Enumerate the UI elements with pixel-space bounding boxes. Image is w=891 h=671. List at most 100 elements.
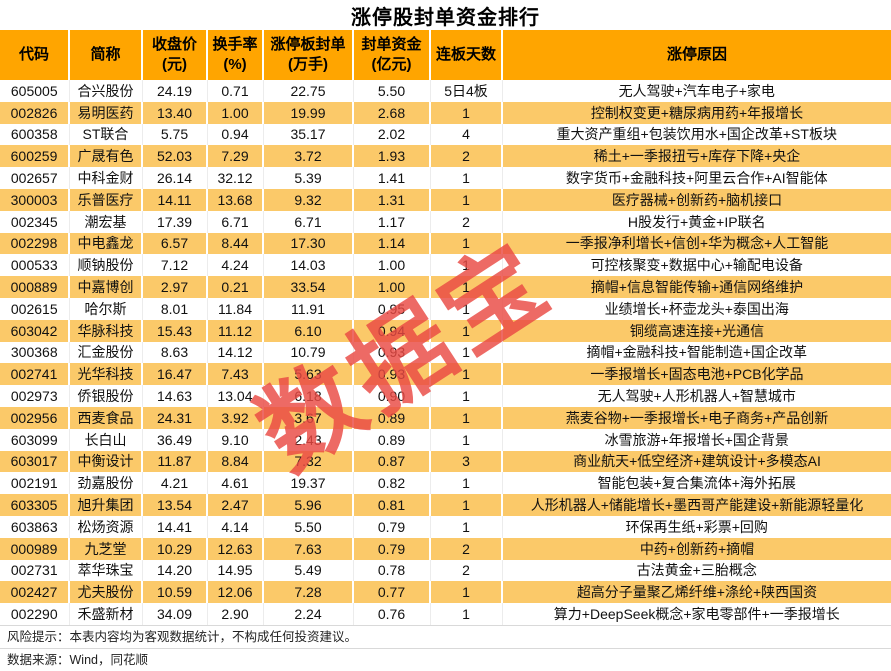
cell-turnover_rate: 2.90	[207, 603, 264, 625]
cell-limit_days: 2	[430, 145, 503, 168]
cell-name: 华脉科技	[69, 319, 143, 342]
cell-limit_days: 2	[430, 559, 503, 582]
cell-seal_fund: 0.82	[353, 472, 431, 495]
cell-code: 603042	[0, 319, 70, 342]
cell-limit_days: 1	[430, 472, 503, 495]
cell-seal_fund: 1.31	[353, 188, 431, 211]
table-row: 002290 禾盛新材 34.09 2.90 2.24 0.76 1 算力+DeepSeek概…	[0, 603, 891, 625]
cell-seal_volume: 2.24	[263, 603, 354, 625]
cell-close_price: 24.19	[142, 80, 208, 102]
table-row: 603099 长白山 36.49 9.10 2.43 0.89 1 冰雪旅游+年报增长+国企背…	[0, 428, 891, 451]
table-row: 603305 旭升集团 13.54 2.47 5.96 0.81 1 人形机器人+储能增长+墨…	[0, 494, 891, 516]
cell-turnover_rate: 7.43	[207, 363, 264, 386]
cell-seal_fund: 1.41	[353, 167, 431, 189]
cell-seal_fund: 0.77	[353, 581, 431, 604]
table-header: 代码 简称 收盘价 (元) 换手率 (%) 涨停板封单 (万手) 封单资金 (亿元) 连板天数 涨停原…	[0, 30, 891, 80]
cell-seal_fund: 0.89	[353, 428, 431, 451]
cell-close_price: 14.20	[142, 559, 208, 582]
cell-limit_days: 3	[430, 450, 503, 473]
cell-close_price: 14.11	[142, 188, 208, 211]
cell-turnover_rate: 4.24	[207, 254, 264, 277]
cell-limit_days: 1	[430, 319, 503, 342]
cell-limit_days: 1	[430, 167, 503, 189]
table-row: 002973 侨银股份 14.63 13.04 6.18 0.90 1 无人驾驶+人形机器人+…	[0, 385, 891, 407]
cell-turnover_rate: 7.29	[207, 145, 264, 168]
cell-close_price: 5.75	[142, 123, 208, 146]
cell-code: 603099	[0, 428, 70, 451]
cell-seal_volume: 33.54	[263, 276, 354, 298]
page-title: 涨停股封单资金排行	[351, 6, 540, 29]
cell-reason: 数字货币+金融科技+阿里云合作+AI智能体	[565, 170, 828, 187]
cell-reason: 超高分子量聚乙烯纤维+涤纶+陕西国资	[502, 581, 891, 604]
cell-reason: 医疗器械+创新药+脑机接口	[502, 188, 891, 211]
table-row: 600358 ST联合 5.75 0.94 35.17 2.02 4 重大资产重组+包装饮用水…	[0, 123, 891, 146]
table-row: 002731 萃华珠宝 14.20 14.95 5.49 0.78 2 古法黄金+三胎概念	[0, 559, 891, 582]
cell-name: 旭升集团	[69, 494, 143, 516]
table-row: 002615 哈尔斯 8.01 11.84 11.91 0.95 1 业绩增长+杯壶龙头+泰国…	[0, 297, 891, 320]
cell-seal_fund: 1.14	[353, 232, 431, 255]
cell-limit_days: 1	[430, 406, 503, 429]
cell-limit_days: 2	[430, 210, 503, 233]
cell-seal_fund: 0.95	[353, 297, 431, 320]
cell-code: 002191	[0, 472, 70, 495]
table-row: 002741 光华科技 16.47 7.43 5.63 0.93 1 一季报增长+固态电池+P…	[0, 363, 891, 386]
cell-code: 000533	[0, 254, 70, 277]
cell-close_price: 52.03	[142, 145, 208, 168]
cell-name: 侨银股份	[69, 385, 143, 407]
cell-name: 乐普医疗	[69, 188, 143, 211]
cell-turnover_rate: 14.95	[207, 559, 264, 582]
cell-turnover_rate: 3.92	[207, 406, 264, 429]
cell-close_price: 10.29	[142, 537, 208, 560]
table-body: 605005 合兴股份 24.19 0.71 22.75 5.50 5日4板 无人驾驶+汽车电…	[0, 80, 891, 625]
cell-limit_days: 5日4板	[430, 80, 503, 102]
cell-limit_days: 2	[430, 537, 503, 560]
cell-code: 002298	[0, 232, 70, 255]
cell-name: 中衡设计	[69, 450, 143, 473]
cell-name: 中科金财	[69, 167, 143, 189]
column-header-close_price: 收盘价 (元)	[142, 30, 208, 80]
table-row: 603042 华脉科技 15.43 11.12 6.10 0.94 1 铜缆高速连接+光通信	[0, 319, 891, 342]
cell-seal_fund: 0.93	[353, 341, 431, 364]
cell-reason: 业绩增长+杯壶龙头+泰国出海	[604, 300, 789, 317]
cell-reason: 冰雪旅游+年报增长+国企背景	[604, 431, 789, 448]
cell-turnover_rate: 4.14	[207, 515, 264, 538]
cell-turnover_rate: 13.68	[207, 188, 264, 211]
column-header-seal_volume: 涨停板封单 (万手)	[263, 30, 354, 80]
cell-seal_volume: 11.91	[263, 297, 354, 320]
table-row: 600259 广晟有色 52.03 7.29 3.72 1.93 2 稀土+一季报扭亏+库存下…	[0, 145, 891, 168]
cell-close_price: 13.40	[142, 101, 208, 124]
cell-seal_volume: 7.63	[263, 537, 354, 560]
cell-limit_days: 1	[430, 188, 503, 211]
cell-code: 600358	[0, 123, 70, 146]
cell-turnover_rate: 6.71	[207, 210, 264, 233]
cell-reason: 控制权变更+糖尿病用药+年报增长	[502, 101, 891, 124]
cell-code: 300368	[0, 341, 70, 364]
cell-name: 长白山	[69, 428, 143, 451]
cell-name: 尤夫股份	[69, 581, 143, 604]
cell-reason: 燕麦谷物+一季报增长+电子商务+产品创新	[502, 406, 891, 429]
cell-close_price: 7.12	[142, 254, 208, 277]
limit-up-table: 代码 简称 收盘价 (元) 换手率 (%) 涨停板封单 (万手) 封单资金 (亿元) 连板天数 涨停原…	[0, 30, 891, 625]
cell-close_price: 34.09	[142, 603, 208, 625]
cell-limit_days: 1	[430, 581, 503, 604]
cell-name: 光华科技	[69, 363, 143, 386]
cell-seal_fund: 2.68	[353, 101, 431, 124]
cell-reason: 无人驾驶+人形机器人+智慧城市	[597, 388, 796, 405]
header-row: 代码 简称 收盘价 (元) 换手率 (%) 涨停板封单 (万手) 封单资金 (亿元) 连板天数 涨停原…	[0, 30, 891, 80]
cell-seal_volume: 5.50	[263, 515, 354, 538]
cell-limit_days: 1	[430, 254, 503, 277]
cell-close_price: 13.54	[142, 494, 208, 516]
cell-limit_days: 4	[430, 123, 503, 146]
table-row: 300368 汇金股份 8.63 14.12 10.79 0.93 1 摘帽+金融科技+智能制…	[0, 341, 891, 364]
cell-turnover_rate: 12.06	[207, 581, 264, 604]
cell-code: 600259	[0, 145, 70, 168]
cell-code: 000989	[0, 537, 70, 560]
cell-limit_days: 1	[430, 515, 503, 538]
cell-reason: 无人驾驶+汽车电子+家电	[618, 82, 775, 99]
cell-limit_days: 1	[430, 385, 503, 407]
cell-name: ST联合	[69, 123, 143, 146]
cell-close_price: 26.14	[142, 167, 208, 189]
cell-seal_fund: 0.76	[353, 603, 431, 625]
cell-seal_fund: 5.50	[353, 80, 431, 102]
